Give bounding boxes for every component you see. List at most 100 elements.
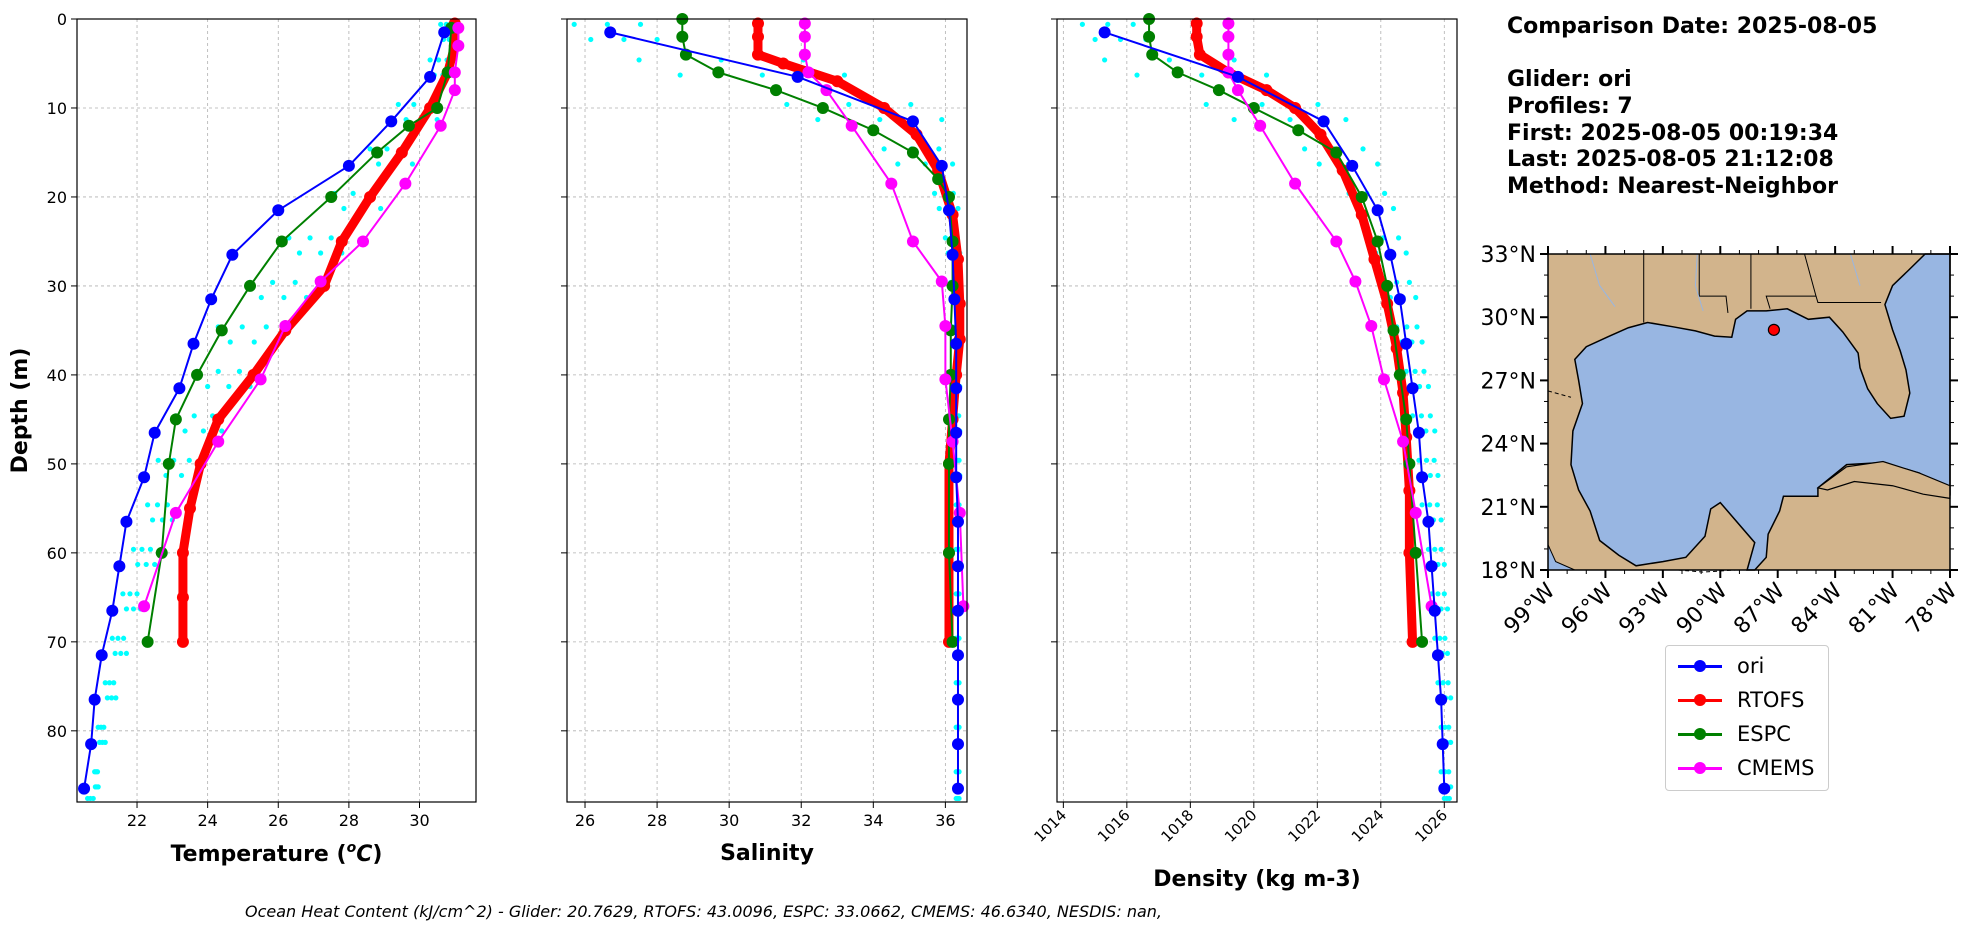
x-tick-label: 24 — [197, 811, 217, 830]
glider-raw-point — [1287, 116, 1293, 123]
glider-raw-point — [292, 279, 298, 285]
glider-raw-point — [1423, 457, 1430, 463]
series-marker-rtofs — [1355, 208, 1368, 221]
series-marker-rtofs — [364, 190, 377, 203]
x-tick-label: 34 — [863, 811, 883, 830]
glider-raw-point — [378, 205, 384, 212]
legend-entry-rtofs: RTOFS — [1674, 686, 1824, 714]
series-marker-cmems — [1365, 319, 1378, 332]
series-marker-rtofs — [1403, 484, 1416, 497]
series-marker-espc — [1416, 635, 1429, 648]
series-marker-ori — [951, 738, 964, 751]
glider-raw-point — [1404, 324, 1410, 330]
glider-raw-point — [784, 101, 790, 108]
series-marker-cmems — [1222, 48, 1235, 61]
lon-tick-label: 78°W — [1902, 578, 1963, 639]
plot-frame — [1056, 18, 1458, 803]
series-marker-espc — [1171, 66, 1184, 79]
glider-raw-point — [102, 739, 108, 745]
series-marker-ori — [1428, 604, 1441, 617]
river-line — [1849, 253, 1861, 286]
glider-raw-point — [118, 650, 124, 657]
glider-raw-point — [1435, 591, 1441, 597]
series-marker-espc — [816, 101, 829, 114]
glider-raw-point — [120, 591, 126, 597]
location-map: 33°N 30°N 27°N 24°N 21°N 18°N99°W96°W93°W90°W… — [1481, 243, 1963, 639]
glider-raw-point — [109, 695, 115, 701]
country-border — [1547, 390, 1572, 398]
glider-raw-point — [367, 146, 373, 152]
legend-entry-ori: ori — [1674, 652, 1824, 680]
glider-raw-point — [1448, 695, 1454, 701]
x-tick-label: 36 — [935, 811, 955, 830]
glider-raw-point — [1315, 101, 1321, 108]
lon-tick-label: 90°W — [1672, 578, 1733, 639]
legend-label-rtofs: RTOFS — [1737, 688, 1805, 712]
glider-raw-point — [939, 116, 945, 123]
x-tick-label: 1024 — [1348, 806, 1388, 846]
glider-raw-point — [226, 383, 232, 390]
lon-tick-label: 93°W — [1614, 578, 1675, 639]
series-marker-espc — [1393, 368, 1406, 381]
glider-raw-point — [604, 21, 610, 27]
series-line-rtofs — [753, 23, 965, 642]
series-marker-ori — [1400, 337, 1413, 350]
series-marker-cmems — [1330, 235, 1343, 248]
series-marker-espc — [325, 190, 338, 203]
glider-raw-point — [588, 36, 594, 43]
glider-raw-point — [1412, 368, 1418, 374]
glider-raw-point — [154, 502, 161, 508]
glider-raw-point — [956, 795, 962, 802]
y-tick-label: 10 — [47, 99, 67, 118]
glider-raw-point — [215, 368, 221, 374]
plot-frame — [566, 18, 968, 803]
glider-raw-point — [1199, 72, 1205, 78]
series-marker-cmems — [845, 119, 858, 132]
series-marker-ori — [148, 426, 161, 439]
series-marker-espc — [946, 235, 959, 248]
series-marker-espc — [1212, 84, 1225, 97]
series-marker-espc — [942, 413, 955, 426]
glider-raw-point — [113, 695, 119, 701]
glider-raw-point — [1419, 339, 1425, 345]
glider-raw-point — [307, 235, 313, 241]
series-marker-cmems — [935, 275, 948, 288]
glider-raw-point — [1445, 680, 1451, 686]
series-marker-ori — [1231, 70, 1244, 83]
legend-marker-espc — [1694, 728, 1706, 740]
glider-raw-point — [1437, 635, 1443, 641]
glider-name: Glider: ori — [1507, 67, 1632, 92]
series-marker-espc — [1330, 146, 1343, 159]
series-marker-espc — [1403, 457, 1416, 470]
series-marker-ori — [950, 337, 963, 350]
series-marker-rtofs — [1381, 297, 1394, 310]
glider-raw-point — [637, 21, 644, 27]
series-marker-cmems — [357, 235, 370, 248]
glider-raw-point — [438, 21, 444, 27]
series-marker-cmems — [434, 119, 447, 132]
glider-raw-point — [1435, 472, 1441, 479]
glider-raw-point — [106, 680, 113, 686]
lon-tick-label: 84°W — [1787, 578, 1848, 639]
glider-raw-point — [111, 680, 117, 686]
x-tick-label: 1026 — [1411, 806, 1451, 846]
series-marker-cmems — [1289, 177, 1302, 190]
glider-raw-point — [139, 546, 145, 552]
glider-raw-point — [1092, 36, 1098, 43]
series-marker-cmems — [1222, 17, 1235, 30]
series-marker-espc — [215, 324, 228, 337]
series-marker-ori — [95, 649, 108, 662]
glider-raw-point — [571, 21, 577, 27]
series-marker-ori — [88, 693, 101, 706]
series-marker-cmems — [212, 435, 225, 448]
ocean-heat-content-caption: Ocean Heat Content (kJ/cm^2) - Glider: 2… — [245, 902, 1162, 921]
series-marker-espc — [431, 101, 444, 114]
y-tick-label: 80 — [47, 722, 67, 741]
glider-raw-point — [1414, 324, 1420, 330]
series-marker-cmems — [448, 66, 461, 79]
river-line — [1589, 253, 1616, 307]
y-tick-label: 60 — [47, 544, 67, 563]
x-tick-label: 32 — [791, 811, 811, 830]
series-marker-cmems — [1409, 506, 1422, 519]
